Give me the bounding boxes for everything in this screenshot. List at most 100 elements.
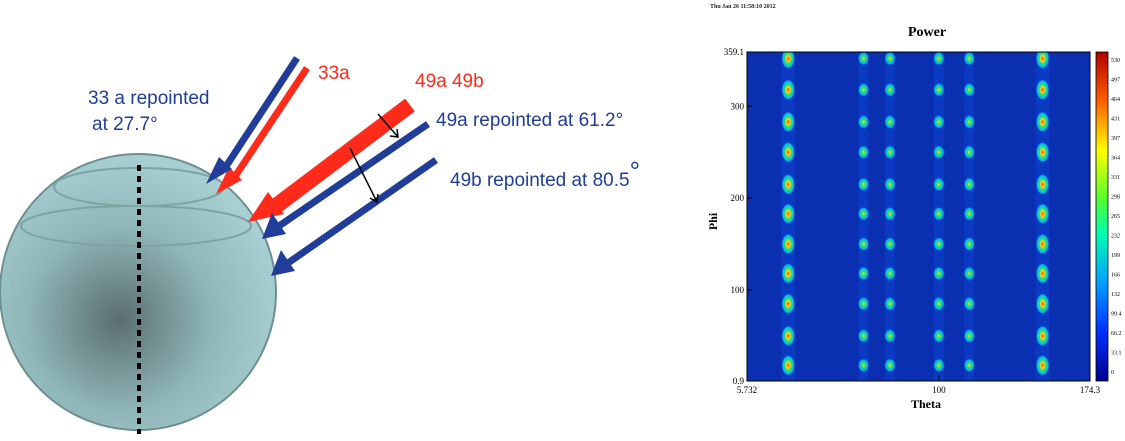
beam-33a-original xyxy=(216,66,310,194)
power-spot xyxy=(781,324,796,347)
power-spot xyxy=(781,52,796,70)
x-tick-label: 100 xyxy=(932,385,946,395)
colorbar-label: 166 xyxy=(1111,273,1120,279)
colorbar-label: 464 xyxy=(1111,97,1120,103)
power-spot xyxy=(1035,173,1050,196)
power-spot xyxy=(932,144,945,160)
beam-49a-repointed xyxy=(262,121,430,239)
colorbar-label: 66.2 xyxy=(1111,331,1122,337)
x-tick-label: 5.732 xyxy=(737,385,757,395)
y-tick-label: 300 xyxy=(731,101,745,111)
power-spot xyxy=(857,328,870,344)
label-49b-degree: ° xyxy=(629,156,640,186)
power-spot xyxy=(781,262,796,285)
label-33a-angle: at 27.7° xyxy=(92,114,158,135)
plot-title: Power xyxy=(908,25,947,40)
power-spot xyxy=(781,173,796,196)
label-49a-repointed: 49a repointed at 61.2° xyxy=(436,110,624,131)
power-spot xyxy=(883,176,896,192)
power-spot xyxy=(857,176,870,192)
colorbar-label: 232 xyxy=(1111,234,1120,240)
power-spot xyxy=(963,176,976,192)
colorbar-label: 199 xyxy=(1111,253,1120,259)
power-spot xyxy=(963,236,976,252)
colorbar-label: 397 xyxy=(1111,136,1120,142)
power-spot xyxy=(883,236,896,252)
label-49a-49b: 49a 49b xyxy=(415,71,484,92)
sphere xyxy=(0,153,277,434)
power-spot xyxy=(1035,52,1050,70)
power-spot xyxy=(963,82,976,98)
colorbar-label: 0 xyxy=(1111,370,1114,376)
power-spot xyxy=(1035,78,1050,101)
power-spot xyxy=(1035,110,1050,133)
power-spot xyxy=(883,296,896,312)
power-spot xyxy=(932,236,945,252)
colorbar-label: 99.4 xyxy=(1111,312,1122,318)
power-spot xyxy=(1035,354,1050,377)
power-spot xyxy=(963,357,976,373)
power-spot xyxy=(857,357,870,373)
power-spot xyxy=(883,144,896,160)
power-spot xyxy=(857,265,870,281)
colorbar-label: 132 xyxy=(1111,292,1120,298)
colorbar-label: 331 xyxy=(1111,175,1120,181)
power-spot xyxy=(1035,233,1050,256)
power-spot xyxy=(932,176,945,192)
power-spot xyxy=(932,82,945,98)
power-spot xyxy=(963,114,976,130)
beam-49b-repointed xyxy=(271,157,438,276)
colorbar-label: 265 xyxy=(1111,214,1120,220)
power-spot xyxy=(963,265,976,281)
power-spot xyxy=(883,265,896,281)
plot-area xyxy=(747,52,1090,381)
colorbar-label: 497 xyxy=(1111,78,1120,84)
power-spot xyxy=(1035,292,1050,315)
beam-49ab-original xyxy=(248,98,415,222)
power-plot-panel: 0.9 100 200 300 359.1 5.732 100 174.3 530 497 464 4… xyxy=(700,0,1125,441)
label-49b-text: 49b repointed at 80.5 xyxy=(450,170,630,191)
power-spot xyxy=(1035,324,1050,347)
power-spot xyxy=(883,328,896,344)
power-spot xyxy=(883,357,896,373)
power-spot xyxy=(963,144,976,160)
colorbar xyxy=(1095,51,1109,382)
power-spot xyxy=(857,206,870,222)
colorbar-label: 298 xyxy=(1111,195,1120,201)
plot-timestamp: Thu Jan 26 11:58:10 2012 xyxy=(710,4,776,10)
rotation-arrow-49b xyxy=(349,147,379,204)
power-spot xyxy=(963,52,976,67)
power-spot xyxy=(963,206,976,222)
power-spot xyxy=(932,114,945,130)
power-spot xyxy=(883,82,896,98)
power-spot xyxy=(857,52,870,67)
y-tick-label: 0.9 xyxy=(733,376,745,386)
power-spot xyxy=(932,296,945,312)
power-spot xyxy=(857,82,870,98)
power-spot xyxy=(932,206,945,222)
y-axis-label: Phi xyxy=(706,212,721,231)
label-33a: 33a xyxy=(318,63,350,84)
power-spot xyxy=(963,328,976,344)
colorbar-label: 33.1 xyxy=(1111,351,1122,357)
power-spot xyxy=(781,233,796,256)
power-spot xyxy=(857,144,870,160)
x-axis-label: Theta xyxy=(911,397,941,411)
power-spot xyxy=(883,114,896,130)
plot-frame xyxy=(746,51,1091,382)
power-spot xyxy=(781,141,796,164)
x-tick-label: 174.3 xyxy=(1080,385,1101,395)
beam-33a-repointed xyxy=(206,56,300,184)
power-spot xyxy=(781,354,796,377)
y-tick-label: 359.1 xyxy=(724,47,744,57)
colorbar-label: 431 xyxy=(1111,117,1120,123)
power-spot xyxy=(781,110,796,133)
power-spot xyxy=(1035,202,1050,225)
colorbar-label: 530 xyxy=(1111,58,1120,64)
latitude-ring-lower xyxy=(20,205,252,247)
power-spot xyxy=(781,78,796,101)
power-spot xyxy=(963,296,976,312)
label-49b-repointed: 49b repointed at 80.5° xyxy=(450,158,640,191)
colorbar-label: 364 xyxy=(1111,156,1120,162)
power-spot xyxy=(857,296,870,312)
